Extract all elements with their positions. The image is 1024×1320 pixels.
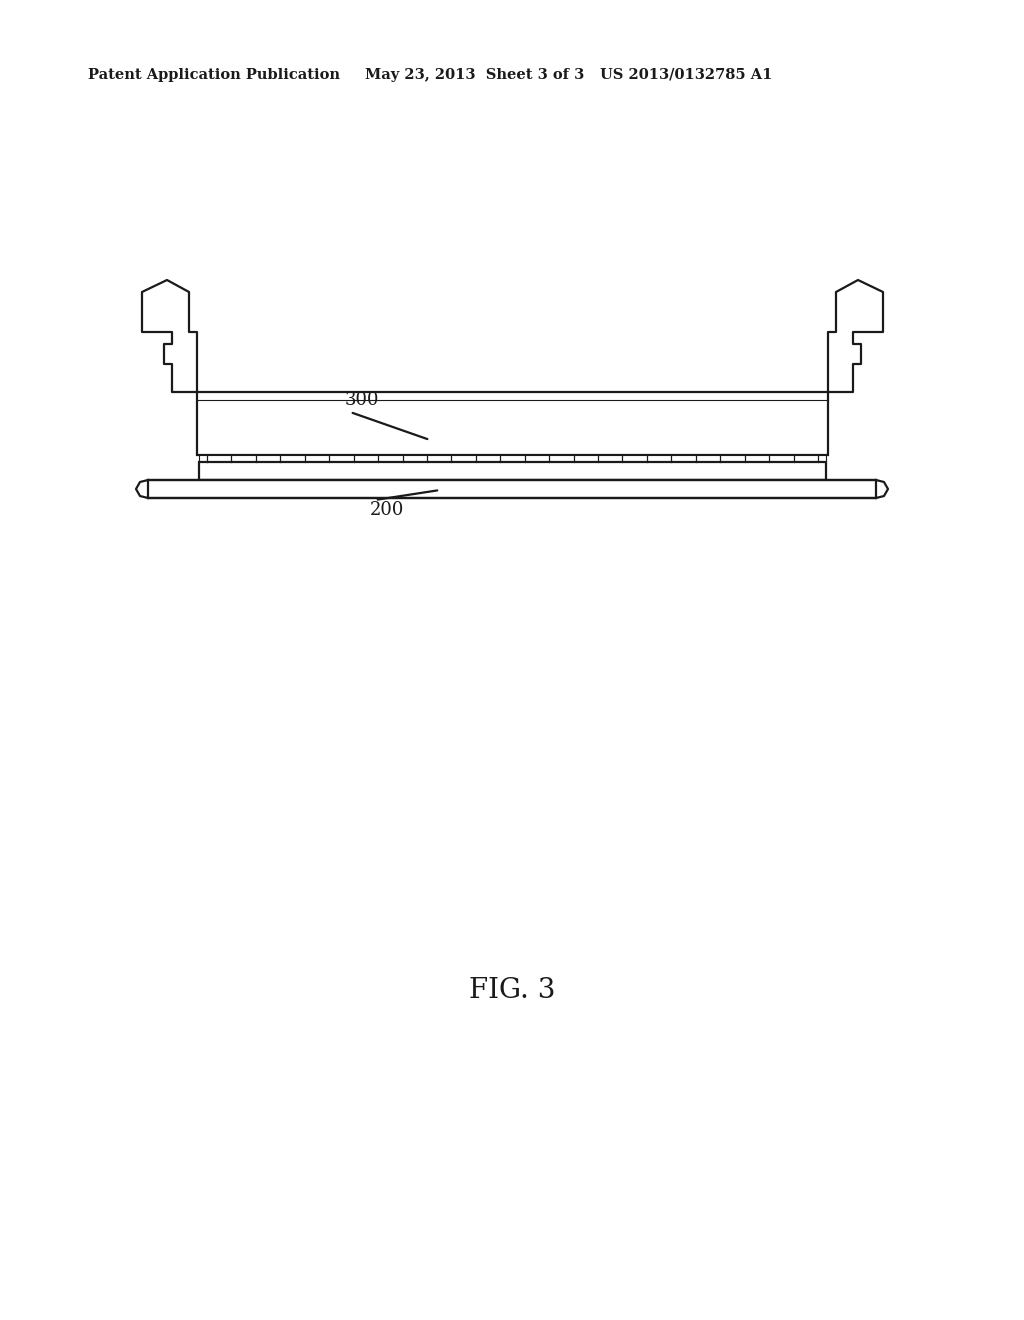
Bar bbox=[199, 455, 826, 462]
Text: FIG. 3: FIG. 3 bbox=[469, 977, 555, 1003]
Text: 300: 300 bbox=[345, 391, 380, 409]
Text: May 23, 2013  Sheet 3 of 3: May 23, 2013 Sheet 3 of 3 bbox=[365, 69, 585, 82]
Bar bbox=[197, 392, 828, 455]
Text: 200: 200 bbox=[370, 502, 404, 519]
Text: US 2013/0132785 A1: US 2013/0132785 A1 bbox=[600, 69, 772, 82]
Text: Patent Application Publication: Patent Application Publication bbox=[88, 69, 340, 82]
Bar bbox=[148, 480, 876, 498]
Bar bbox=[199, 462, 826, 480]
